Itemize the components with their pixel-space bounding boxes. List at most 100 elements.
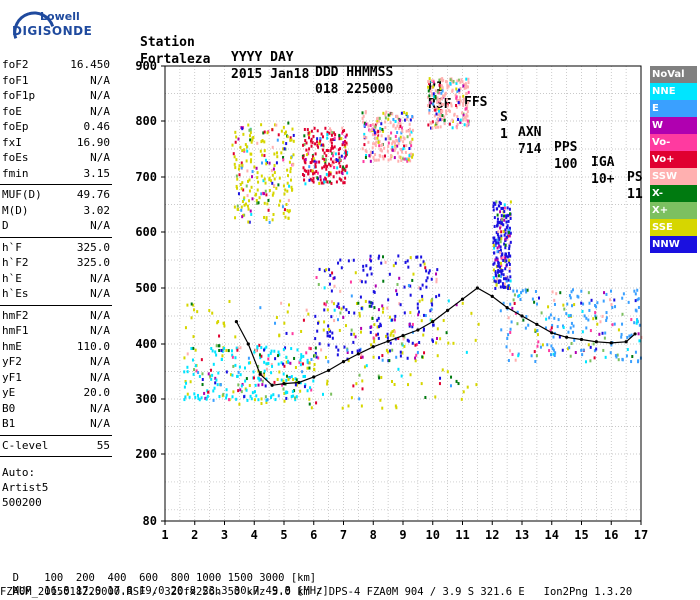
echo-dot [369,153,372,157]
echo-dot [459,95,462,99]
hdr-pps-label: PPS [554,140,578,155]
echo-dot [363,123,366,127]
echo-dot [320,181,323,185]
echo-dot [350,328,353,332]
y-tick-label: 700 [135,170,157,184]
echo-dot [243,196,246,200]
echo-dot [329,273,332,277]
echo-dot [289,138,292,142]
echo-dot [411,322,414,326]
echo-dot [527,323,530,327]
echo-dot [395,138,398,142]
echo-dot [498,244,501,248]
echo-dot [399,124,402,128]
echo-dot [561,348,564,352]
echo-dot [437,108,440,112]
echo-dot [344,154,347,158]
echo-dot [494,280,497,284]
echo-dot [392,334,395,338]
echo-dot [233,155,236,159]
echo-dot [536,344,539,348]
echo-dot [500,221,503,225]
echo-dot [332,166,335,170]
echo-dot [262,131,265,135]
echo-dot [270,394,273,398]
echo-dot [321,166,324,170]
echo-dot [237,137,240,141]
echo-dot [412,272,415,276]
echo-dot [460,78,463,82]
echo-dot [467,77,470,81]
echo-dot [233,162,236,166]
echo-dot [256,141,259,145]
echo-dot [213,386,216,390]
echo-dot [273,171,276,175]
echo-dot [268,188,271,192]
legend-e: E [650,100,697,117]
echo-dot [379,147,382,151]
echo-dot [385,110,388,114]
echo-dot [580,301,583,305]
echo-dot [436,120,439,124]
echo-dot [462,94,465,98]
echo-dot [585,326,588,330]
echo-dot [328,334,331,338]
echo-dot [502,273,505,277]
echo-dot [394,261,397,265]
echo-dot [320,143,323,147]
echo-dot [376,121,379,125]
echo-dot [312,155,315,159]
echo-dot [326,180,329,184]
echo-dot [393,148,396,152]
echo-dot [500,269,503,273]
echo-dot [458,88,461,92]
echo-dot [371,123,374,127]
echo-dot [435,272,438,276]
echo-dot [394,126,397,130]
echo-dot [238,365,241,369]
echo-dot [266,131,269,135]
echo-dot [630,318,633,322]
echo-dot [544,326,547,330]
echo-dot [325,148,328,152]
echo-dot [331,163,334,167]
echo-dot [506,214,509,218]
echo-dot [330,144,333,148]
autoscaling-info: Auto: [2,466,36,479]
echo-dot [370,301,373,305]
echo-dot [376,132,379,136]
chart-frame [164,65,642,522]
echo-dot [404,118,407,122]
echo-dot [283,391,286,395]
echo-dot [308,346,311,350]
echo-dot [288,209,291,213]
echo-dot [336,353,339,357]
echo-dot [184,379,187,383]
echo-dot [447,341,450,345]
echo-dot [371,146,374,150]
echo-dot [336,318,339,322]
echo-dot [636,298,639,302]
echo-dot [446,370,449,374]
echo-dot [427,89,430,93]
echo-dot [410,140,413,144]
echo-dot [343,156,346,160]
echo-dot [429,89,432,93]
echo-dot [425,285,428,289]
echo-dot [354,271,357,275]
echo-dot [434,96,437,100]
echo-dot [312,172,315,176]
echo-dot [287,359,290,363]
echo-dot [308,366,311,370]
echo-dot [292,394,295,398]
echo-dot [436,113,439,117]
echo-dot [509,279,512,283]
echo-dot [445,109,448,113]
echo-dot [432,102,435,106]
echo-dot [196,393,199,397]
echo-dot [332,302,335,306]
echo-dot [329,140,332,144]
echo-dot [265,362,268,366]
echo-dot [452,341,455,345]
echo-dot [398,139,401,143]
